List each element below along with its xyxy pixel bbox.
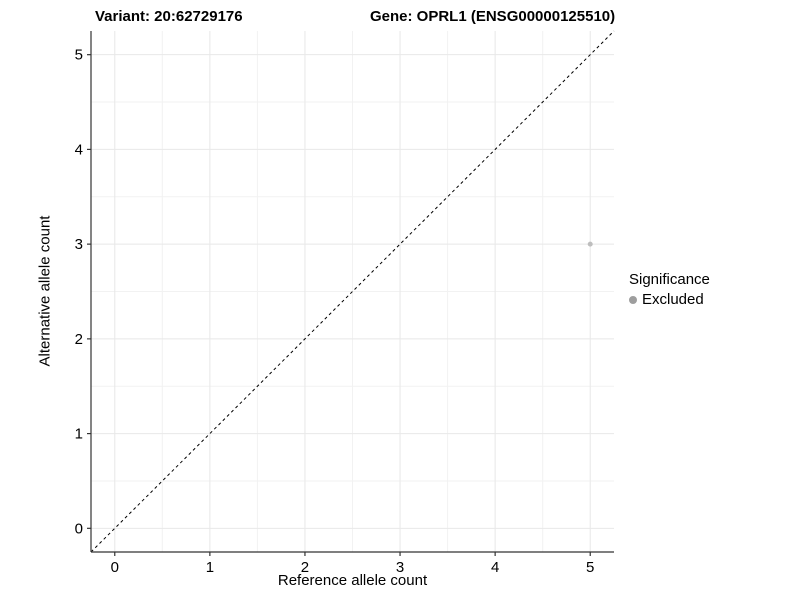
y-tick-label: 5 [75,47,83,64]
x-tick-label: 0 [111,559,119,576]
x-tick-label: 3 [396,559,404,576]
x-axis-title: Reference allele count [277,572,428,589]
x-tick-label: 5 [586,559,594,576]
x-tick-label: 2 [301,559,309,576]
y-tick-label: 4 [75,141,83,158]
y-tick-label: 0 [75,520,83,537]
legend-items: Excluded [629,291,710,308]
y-axis-title-text: Alternative allele count [36,215,54,367]
y-tick-label: 3 [75,236,83,253]
legend-item-label: Excluded [642,291,704,308]
legend-marker-icon [629,295,637,304]
plot-title-gene: Gene: OPRL1 (ENSG00000125510) [370,8,616,25]
legend-title: Significance [629,271,710,288]
x-tick-label: 4 [491,559,499,576]
data-point [587,241,593,247]
y-tick-label: 2 [75,331,83,348]
y-tick-label: 1 [75,426,83,443]
legend-item: Excluded [629,291,710,308]
plot-title-variant: Variant: 20:62729176 [95,8,243,25]
legend: Significance Excluded [629,271,710,308]
x-tick-label: 1 [206,559,214,576]
